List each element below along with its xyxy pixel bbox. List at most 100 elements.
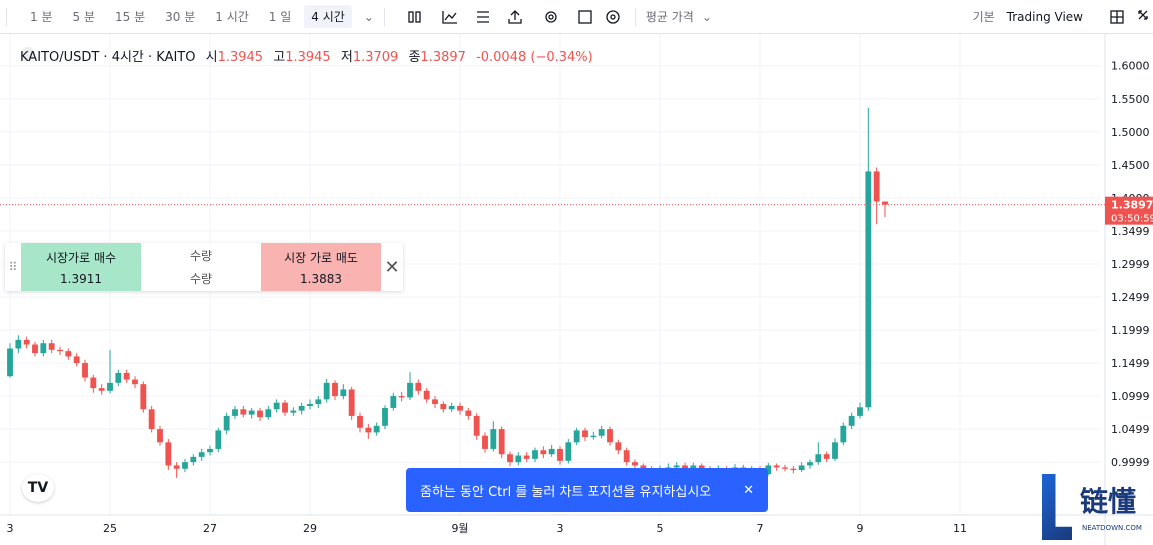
- candle-body: [815, 454, 822, 463]
- separator: [634, 7, 636, 26]
- icon-settings[interactable]: [545, 10, 557, 23]
- candle-body: [123, 372, 130, 380]
- low-value: 1.3709: [352, 50, 399, 65]
- x-tick-label: 27: [203, 522, 217, 535]
- y-tick-label: 1.2499: [1111, 291, 1150, 304]
- watermark: 链懂 NEATDOWN.COM: [1042, 474, 1153, 545]
- candle-body: [40, 343, 47, 354]
- candle-body: [632, 462, 638, 466]
- candle-body: [232, 409, 238, 416]
- candle-body: [823, 454, 830, 459]
- y-tick-label: 1.0999: [1111, 390, 1150, 403]
- buy-price: 1.3911: [60, 271, 102, 286]
- icon-fullscreen[interactable]: [578, 9, 592, 24]
- symbol: KAITO/USDT · 4시간 · KAITO: [20, 50, 196, 65]
- toast-close[interactable]: ✕: [743, 482, 754, 498]
- sell-button[interactable]: 시장 가로 매도 1.3883: [261, 243, 381, 291]
- candle-body: [440, 404, 447, 410]
- candle-body: [165, 442, 172, 466]
- last-price-box: [1105, 196, 1153, 225]
- candle-body: [840, 425, 847, 443]
- icon-indicator[interactable]: [442, 10, 457, 24]
- separator: [6, 7, 7, 26]
- candle-body: [473, 415, 480, 436]
- open-value: 1.3945: [217, 50, 264, 65]
- brand[interactable]: Trading View: [1006, 9, 1083, 24]
- candle-body: [490, 429, 497, 449]
- buy-button[interactable]: 시장가로 매수 1.3911: [21, 243, 141, 291]
- interval[interactable]: 5 분: [72, 10, 96, 24]
- candle-body: [198, 452, 205, 457]
- candle-body: [132, 379, 138, 385]
- candle-body: [698, 465, 705, 469]
- interval[interactable]: 1 분: [30, 10, 53, 24]
- candle-body: [57, 349, 63, 352]
- interval[interactable]: 30 분: [165, 10, 196, 24]
- candle-body: [190, 456, 197, 463]
- candle-body: [248, 410, 255, 415]
- candle-body: [382, 407, 388, 426]
- close-button[interactable]: ✕: [384, 256, 400, 278]
- dropdown[interactable]: ⌄: [363, 9, 374, 24]
- candle-body: [465, 410, 472, 416]
- candle-body: [790, 468, 797, 471]
- qty-value: 수량: [189, 272, 213, 286]
- price-type[interactable]: 평균 가격: [645, 10, 694, 24]
- candle-body: [865, 171, 872, 408]
- close-label: 종: [408, 50, 421, 65]
- quantity[interactable]: 수량 수량: [141, 243, 261, 291]
- candle-body: [873, 171, 880, 202]
- interval[interactable]: 4 시간: [304, 5, 352, 28]
- candle-body: [298, 405, 305, 411]
- sell-price: 1.3883: [300, 271, 342, 286]
- x-tick-label: 11: [953, 522, 967, 535]
- high-label: 고: [273, 50, 286, 65]
- candle-body: [65, 351, 72, 357]
- candle-body: [557, 448, 563, 461]
- candle-body: [257, 410, 263, 418]
- interval[interactable]: 15 분: [115, 10, 146, 24]
- tv-logo[interactable]: TV: [22, 474, 54, 502]
- drag-handle[interactable]: ⠿: [8, 260, 18, 274]
- mode[interactable]: 기본: [972, 10, 995, 24]
- candle-body: [215, 430, 222, 449]
- y-tick-label: 1.6000: [1111, 60, 1150, 73]
- watermark-site: NEATDOWN.COM: [1082, 524, 1142, 532]
- dropdown[interactable]: ⌄: [701, 9, 712, 24]
- layout-icons: [1110, 9, 1148, 24]
- candle-body: [423, 390, 430, 400]
- interval[interactable]: 1 일: [268, 10, 292, 24]
- x-tick-label: 3: [557, 522, 564, 535]
- icon-expand[interactable]: [1138, 9, 1148, 20]
- candle-body: [765, 465, 772, 475]
- candle-body: [532, 450, 538, 459]
- icon-bars: [415, 10, 421, 23]
- candle-body: [415, 382, 422, 391]
- candle-body: [32, 344, 38, 354]
- interval[interactable]: 1 시간: [215, 10, 249, 24]
- x-tick-label: 29: [303, 522, 317, 535]
- icon-bars[interactable]: [408, 10, 414, 23]
- candle-body: [582, 430, 588, 438]
- candle-body: [523, 455, 530, 459]
- candle-body: [407, 382, 413, 398]
- candle-body: [148, 409, 155, 430]
- candle-body: [365, 427, 372, 433]
- candle-body: [223, 415, 230, 431]
- candle-body: [482, 435, 488, 449]
- candle-body: [857, 407, 863, 416]
- toast: 줌하는 동안 Ctrl 를 눌러 차트 포지션을 유지하십시오 ✕: [406, 468, 768, 512]
- candle-body: [690, 465, 697, 471]
- candle-body: [332, 382, 338, 397]
- icon-list[interactable]: [476, 10, 489, 23]
- y-tick-label: 1.3499: [1111, 225, 1150, 238]
- watermark-logo: [1042, 474, 1072, 540]
- candle-body: [448, 405, 455, 410]
- candle-body: [23, 339, 30, 345]
- candle-body: [323, 382, 330, 400]
- candle-body: [182, 462, 188, 469]
- intervals: 1 분 5 분 15 분 30 분 1 시간 1 일 4 시간: [17, 5, 352, 28]
- icon-share[interactable]: [508, 9, 522, 24]
- y-tick-label: 1.1499: [1111, 357, 1150, 370]
- icon-snapshot[interactable]: [606, 9, 620, 24]
